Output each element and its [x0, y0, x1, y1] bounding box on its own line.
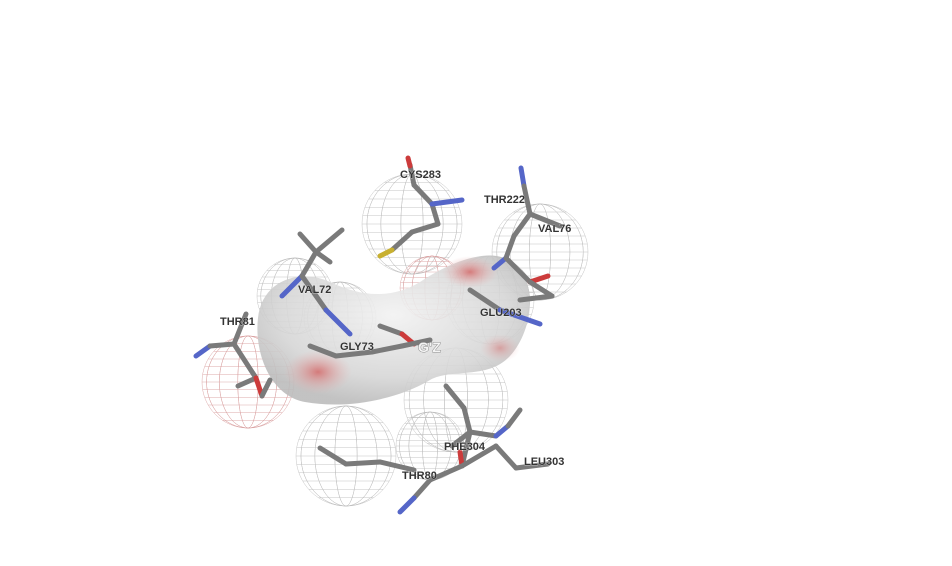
- label-val76: VAL76: [538, 223, 571, 235]
- label-thr222: THR222: [484, 194, 525, 206]
- label-thr81: THR81: [220, 316, 255, 328]
- label-glu203: GLU203: [480, 307, 522, 319]
- mesh-sphere: [361, 173, 463, 275]
- label-cys283: CYS283: [400, 169, 441, 181]
- ligand-center-label: G'Z: [418, 339, 441, 355]
- stick-bonds: [193, 155, 563, 515]
- label-phe304: PHE304: [444, 441, 486, 453]
- label-thr80: THR80: [402, 470, 437, 482]
- label-leu303: LEU303: [524, 456, 564, 468]
- label-val72: VAL72: [298, 284, 331, 296]
- mesh-sphere: [295, 405, 397, 507]
- residue-labels: CYS283 THR222 VAL76 VAL72 THR81 GLY73 GL…: [220, 169, 572, 482]
- label-gly73: GLY73: [340, 341, 374, 353]
